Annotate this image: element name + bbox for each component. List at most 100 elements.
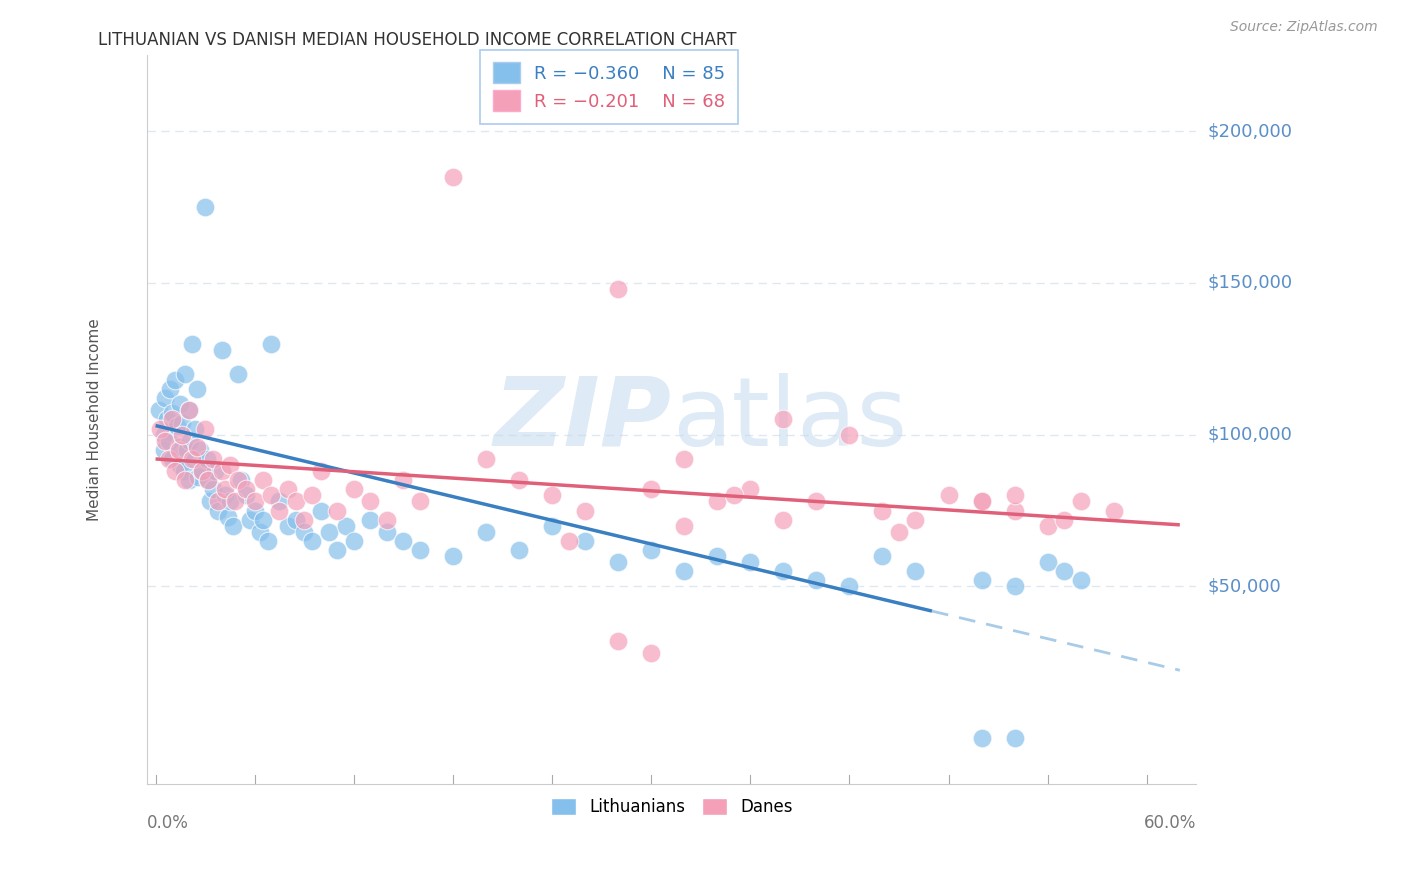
Point bbox=[195, 452, 218, 467]
Point bbox=[475, 524, 498, 539]
Point bbox=[159, 382, 181, 396]
Point bbox=[1036, 518, 1059, 533]
Point bbox=[197, 473, 219, 487]
Point bbox=[160, 452, 183, 467]
Point bbox=[235, 483, 257, 497]
Point bbox=[970, 494, 993, 508]
Point bbox=[557, 533, 579, 548]
Point bbox=[202, 483, 225, 497]
Text: atlas: atlas bbox=[672, 373, 907, 466]
Point bbox=[174, 473, 197, 487]
Point bbox=[1036, 555, 1059, 569]
Point bbox=[640, 543, 662, 558]
Point bbox=[1004, 503, 1026, 517]
Point bbox=[277, 518, 299, 533]
Point bbox=[194, 421, 217, 435]
Point bbox=[269, 503, 291, 517]
Text: Source: ZipAtlas.com: Source: ZipAtlas.com bbox=[1230, 20, 1378, 34]
Point bbox=[359, 494, 381, 508]
Point bbox=[887, 524, 910, 539]
Point bbox=[239, 513, 262, 527]
Text: Median Household Income: Median Household Income bbox=[87, 318, 103, 521]
Point bbox=[309, 464, 332, 478]
Point bbox=[292, 524, 315, 539]
Point bbox=[904, 513, 927, 527]
Point bbox=[640, 646, 662, 660]
Text: $150,000: $150,000 bbox=[1208, 274, 1292, 292]
Point bbox=[475, 452, 498, 467]
Point bbox=[180, 452, 202, 467]
Point bbox=[1053, 513, 1076, 527]
Point bbox=[772, 564, 794, 578]
Point bbox=[806, 574, 828, 588]
Point bbox=[170, 427, 193, 442]
Point bbox=[441, 549, 464, 563]
Point bbox=[285, 494, 308, 508]
Point bbox=[970, 494, 993, 508]
Point bbox=[176, 442, 198, 457]
Point bbox=[197, 473, 219, 487]
Point bbox=[1004, 488, 1026, 502]
Point bbox=[160, 412, 183, 426]
Point bbox=[673, 564, 696, 578]
Point bbox=[167, 440, 190, 454]
Point bbox=[177, 403, 200, 417]
Point bbox=[326, 543, 349, 558]
Point bbox=[222, 518, 245, 533]
Point bbox=[226, 367, 249, 381]
Point bbox=[260, 336, 283, 351]
Text: $200,000: $200,000 bbox=[1208, 122, 1292, 140]
Point bbox=[772, 513, 794, 527]
Legend: Lithuanians, Danes: Lithuanians, Danes bbox=[544, 791, 800, 823]
Text: ZIP: ZIP bbox=[494, 373, 672, 466]
Point bbox=[508, 543, 530, 558]
Point bbox=[188, 442, 211, 457]
Text: 0.0%: 0.0% bbox=[148, 814, 190, 832]
Point bbox=[285, 513, 308, 527]
Point bbox=[1070, 494, 1092, 508]
Point bbox=[375, 524, 398, 539]
Point bbox=[226, 473, 249, 487]
Point bbox=[177, 473, 200, 487]
Point bbox=[217, 509, 239, 524]
Point bbox=[174, 367, 197, 381]
Point bbox=[740, 483, 762, 497]
Point bbox=[706, 494, 728, 508]
Point bbox=[170, 416, 193, 430]
Point bbox=[1004, 731, 1026, 746]
Point bbox=[169, 397, 191, 411]
Point bbox=[191, 464, 214, 478]
Point bbox=[541, 518, 564, 533]
Point bbox=[153, 442, 176, 457]
Point bbox=[204, 464, 226, 478]
Point bbox=[541, 488, 564, 502]
Point bbox=[235, 488, 257, 502]
Point bbox=[301, 533, 323, 548]
Point bbox=[343, 533, 366, 548]
Point bbox=[673, 452, 696, 467]
Point bbox=[156, 412, 179, 426]
Point bbox=[326, 503, 349, 517]
Point bbox=[155, 391, 177, 405]
Point bbox=[207, 503, 229, 517]
Point bbox=[359, 513, 381, 527]
Point bbox=[260, 488, 283, 502]
Point bbox=[375, 513, 398, 527]
Point bbox=[772, 412, 794, 426]
Point bbox=[219, 494, 242, 508]
Point bbox=[706, 549, 728, 563]
Point bbox=[187, 470, 209, 484]
Point bbox=[309, 503, 332, 517]
Point bbox=[838, 579, 860, 593]
Point bbox=[211, 464, 233, 478]
Point bbox=[160, 406, 183, 420]
Point bbox=[211, 343, 233, 357]
Point bbox=[155, 434, 177, 448]
Point bbox=[207, 494, 229, 508]
Point bbox=[157, 434, 180, 448]
Text: LITHUANIAN VS DANISH MEDIAN HOUSEHOLD INCOME CORRELATION CHART: LITHUANIAN VS DANISH MEDIAN HOUSEHOLD IN… bbox=[98, 31, 737, 49]
Text: 60.0%: 60.0% bbox=[1144, 814, 1197, 832]
Point bbox=[243, 503, 266, 517]
Point bbox=[904, 564, 927, 578]
Point bbox=[183, 452, 205, 467]
